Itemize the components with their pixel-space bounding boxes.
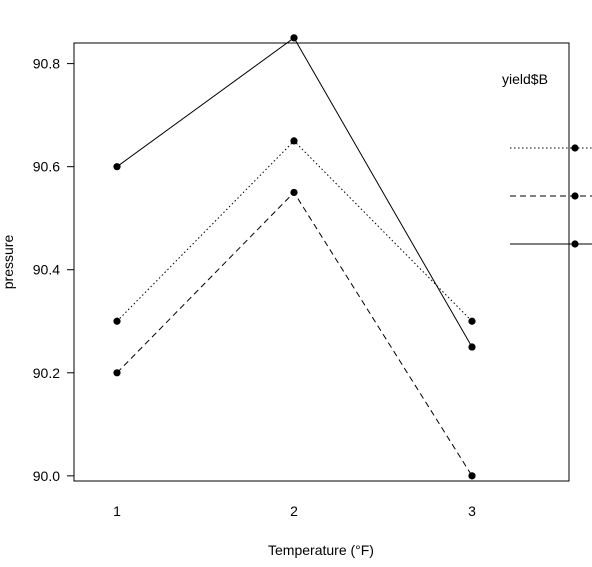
y-tick-label: 90.4 [33,262,60,278]
y-axis-title: pressure [0,235,16,290]
data-point [113,163,121,171]
legend-marker-solid [571,240,579,248]
data-point [468,343,476,351]
legend-title: yield$B [502,71,548,87]
data-point [290,34,298,42]
series-dashed [113,188,476,480]
series-solid [113,34,476,351]
legend-marker-dotted [571,144,579,152]
legend-marker-dashed [571,192,579,200]
data-point [290,188,298,197]
data-point [113,369,121,377]
series-line-dashed [116,191,473,477]
series-layer [113,34,476,480]
series-dotted [113,137,476,325]
x-axis: 1 2 3 [113,503,476,519]
y-tick-label: 90.8 [33,56,60,72]
y-tick-label: 90.6 [33,159,60,175]
data-point [468,317,476,325]
data-point [468,472,476,480]
x-tick-label: 1 [113,503,121,519]
series-line-dotted [116,140,473,322]
plot-frame [73,42,570,482]
y-axis: 90.0 90.2 90.4 90.6 90.8 [33,56,75,484]
legend: yield$B [502,71,592,248]
x-axis-title: Temperature (°F) [268,542,374,558]
y-tick-label: 90.0 [33,468,60,484]
data-point [113,317,121,325]
y-tick-label: 90.2 [33,365,60,381]
x-tick-label: 3 [468,503,476,519]
data-point [290,137,298,145]
x-tick-label: 2 [290,503,298,519]
